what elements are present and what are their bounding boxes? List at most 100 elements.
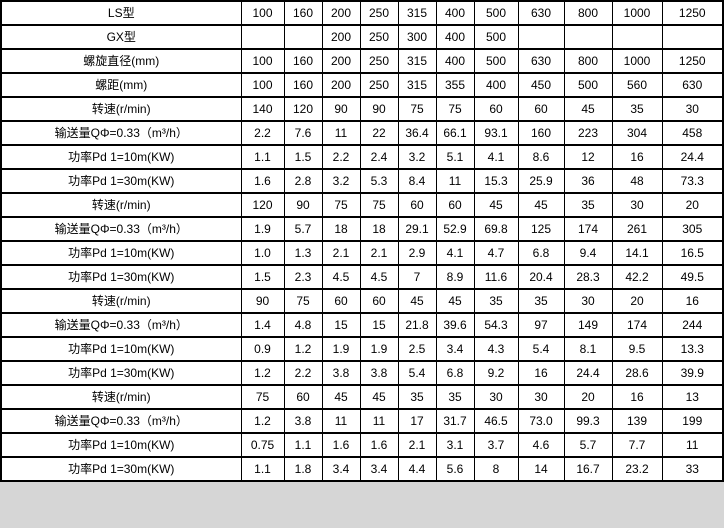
value-cell: 45 — [563, 96, 613, 122]
row-label: 功率Pd 1=10m(KW) — [0, 432, 242, 458]
value-cell: 5.7 — [283, 216, 323, 242]
value-cell: 1.9 — [321, 336, 361, 362]
value-cell: 1250 — [661, 48, 724, 74]
value-cell: 250 — [359, 24, 399, 50]
value-cell: 4.1 — [435, 240, 475, 266]
value-cell: 8.4 — [397, 168, 437, 194]
value-cell: 500 — [473, 48, 519, 74]
table-row: 转速(r/min) 120 90 75 75 60 60 45 45 35 30 20 — [0, 192, 724, 218]
value-cell: 97 — [517, 312, 565, 338]
value-cell: 261 — [611, 216, 663, 242]
table-row: 功率Pd 1=10m(KW) 1.1 1.5 2.2 2.4 3.2 5.1 4.1 8.6 12… — [0, 144, 724, 170]
table-row: 螺旋直径(mm) 100 160 200 250 315 400 500 630 800 1000 1… — [0, 48, 724, 74]
value-cell: 24.4 — [563, 360, 613, 386]
value-cell: 4.1 — [473, 144, 519, 170]
value-cell: 35 — [397, 384, 437, 410]
table-row: 功率Pd 1=30m(KW) 1.6 2.8 3.2 5.3 8.4 11 15.3 25.9 3… — [0, 168, 724, 194]
value-cell: 14.1 — [611, 240, 663, 266]
row-label: 输送量QΦ=0.33（m³/h） — [0, 312, 242, 338]
value-cell: 11 — [435, 168, 475, 194]
value-cell: 20 — [611, 288, 663, 314]
row-label: 输送量QΦ=0.33（m³/h） — [0, 408, 242, 434]
row-label: 功率Pd 1=30m(KW) — [0, 264, 242, 290]
value-cell: 2.2 — [321, 144, 361, 170]
value-cell: 14 — [517, 456, 565, 482]
value-cell: 36 — [563, 168, 613, 194]
value-cell: 75 — [321, 192, 361, 218]
value-cell: 3.2 — [321, 168, 361, 194]
value-cell: 17 — [397, 408, 437, 434]
table-row: 螺距(mm) 100 160 200 250 315 355 400 450 500 560 630 — [0, 72, 724, 98]
value-cell: 30 — [517, 384, 565, 410]
value-cell: 45 — [397, 288, 437, 314]
value-cell: 560 — [611, 72, 663, 98]
value-cell: 3.4 — [321, 456, 361, 482]
table-row: 功率Pd 1=10m(KW) 0.9 1.2 1.9 1.9 2.5 3.4 4.3 5.4 8.… — [0, 336, 724, 362]
value-cell: 60 — [517, 96, 565, 122]
value-cell: 36.4 — [397, 120, 437, 146]
value-cell: 13 — [661, 384, 724, 410]
value-cell: 2.1 — [397, 432, 437, 458]
row-label: 功率Pd 1=30m(KW) — [0, 360, 242, 386]
value-cell: 160 — [283, 0, 323, 26]
value-cell: 45 — [435, 288, 475, 314]
value-cell: 4.4 — [397, 456, 437, 482]
value-cell: 16.7 — [563, 456, 613, 482]
value-cell: 7 — [397, 264, 437, 290]
value-cell: 8.1 — [563, 336, 613, 362]
value-cell: 315 — [397, 72, 437, 98]
value-cell: 28.3 — [563, 264, 613, 290]
table-row: 功率Pd 1=10m(KW) 1.0 1.3 2.1 2.1 2.9 4.1 4.7 6.8 9.… — [0, 240, 724, 266]
value-cell: 13.3 — [661, 336, 724, 362]
value-cell: 100 — [240, 0, 285, 26]
value-cell: 90 — [240, 288, 285, 314]
value-cell: 5.4 — [517, 336, 565, 362]
value-cell: 1.2 — [240, 360, 285, 386]
value-cell: 200 — [321, 48, 361, 74]
value-cell: 73.0 — [517, 408, 565, 434]
value-cell: 100 — [240, 48, 285, 74]
value-cell: 200 — [321, 0, 361, 26]
value-cell: 3.8 — [283, 408, 323, 434]
value-cell: 15 — [359, 312, 399, 338]
value-cell: 30 — [473, 384, 519, 410]
value-cell: 5.6 — [435, 456, 475, 482]
value-cell: 20 — [563, 384, 613, 410]
value-cell: 54.3 — [473, 312, 519, 338]
value-cell: 7.7 — [611, 432, 663, 458]
row-label: 功率Pd 1=10m(KW) — [0, 144, 242, 170]
value-cell: 6.8 — [435, 360, 475, 386]
value-cell: 174 — [563, 216, 613, 242]
row-label: 输送量QΦ=0.33（m³/h） — [0, 120, 242, 146]
value-cell: 3.8 — [359, 360, 399, 386]
value-cell: 1.6 — [240, 168, 285, 194]
table-row: 输送量QΦ=0.33（m³/h） 2.2 7.6 11 22 36.4 66.1 93.1 16… — [0, 120, 724, 146]
value-cell: 60 — [397, 192, 437, 218]
value-cell: 11.6 — [473, 264, 519, 290]
value-cell: 20 — [661, 192, 724, 218]
row-label: 螺距(mm) — [0, 72, 242, 98]
table-row: LS型 100 160 200 250 315 400 500 630 800 1000 1250 — [0, 0, 724, 26]
value-cell: 2.1 — [359, 240, 399, 266]
value-cell: 9.2 — [473, 360, 519, 386]
value-cell: 8.9 — [435, 264, 475, 290]
value-cell: 42.2 — [611, 264, 663, 290]
value-cell: 223 — [563, 120, 613, 146]
value-cell: 3.8 — [321, 360, 361, 386]
value-cell: 1.0 — [240, 240, 285, 266]
value-cell — [661, 24, 724, 50]
value-cell: 1.5 — [283, 144, 323, 170]
value-cell: 2.2 — [240, 120, 285, 146]
value-cell — [611, 24, 663, 50]
value-cell: 400 — [435, 0, 475, 26]
value-cell: 39.6 — [435, 312, 475, 338]
value-cell: 800 — [563, 48, 613, 74]
value-cell: 160 — [283, 48, 323, 74]
value-cell: 90 — [359, 96, 399, 122]
table-row: 输送量QΦ=0.33（m³/h） 1.9 5.7 18 18 29.1 52.9 69.8 12… — [0, 216, 724, 242]
table-row: 功率Pd 1=10m(KW) 0.75 1.1 1.6 1.6 2.1 3.1 3.7 4.6 5… — [0, 432, 724, 458]
value-cell: 3.4 — [435, 336, 475, 362]
value-cell: 0.9 — [240, 336, 285, 362]
value-cell: 12 — [563, 144, 613, 170]
value-cell: 1.2 — [283, 336, 323, 362]
